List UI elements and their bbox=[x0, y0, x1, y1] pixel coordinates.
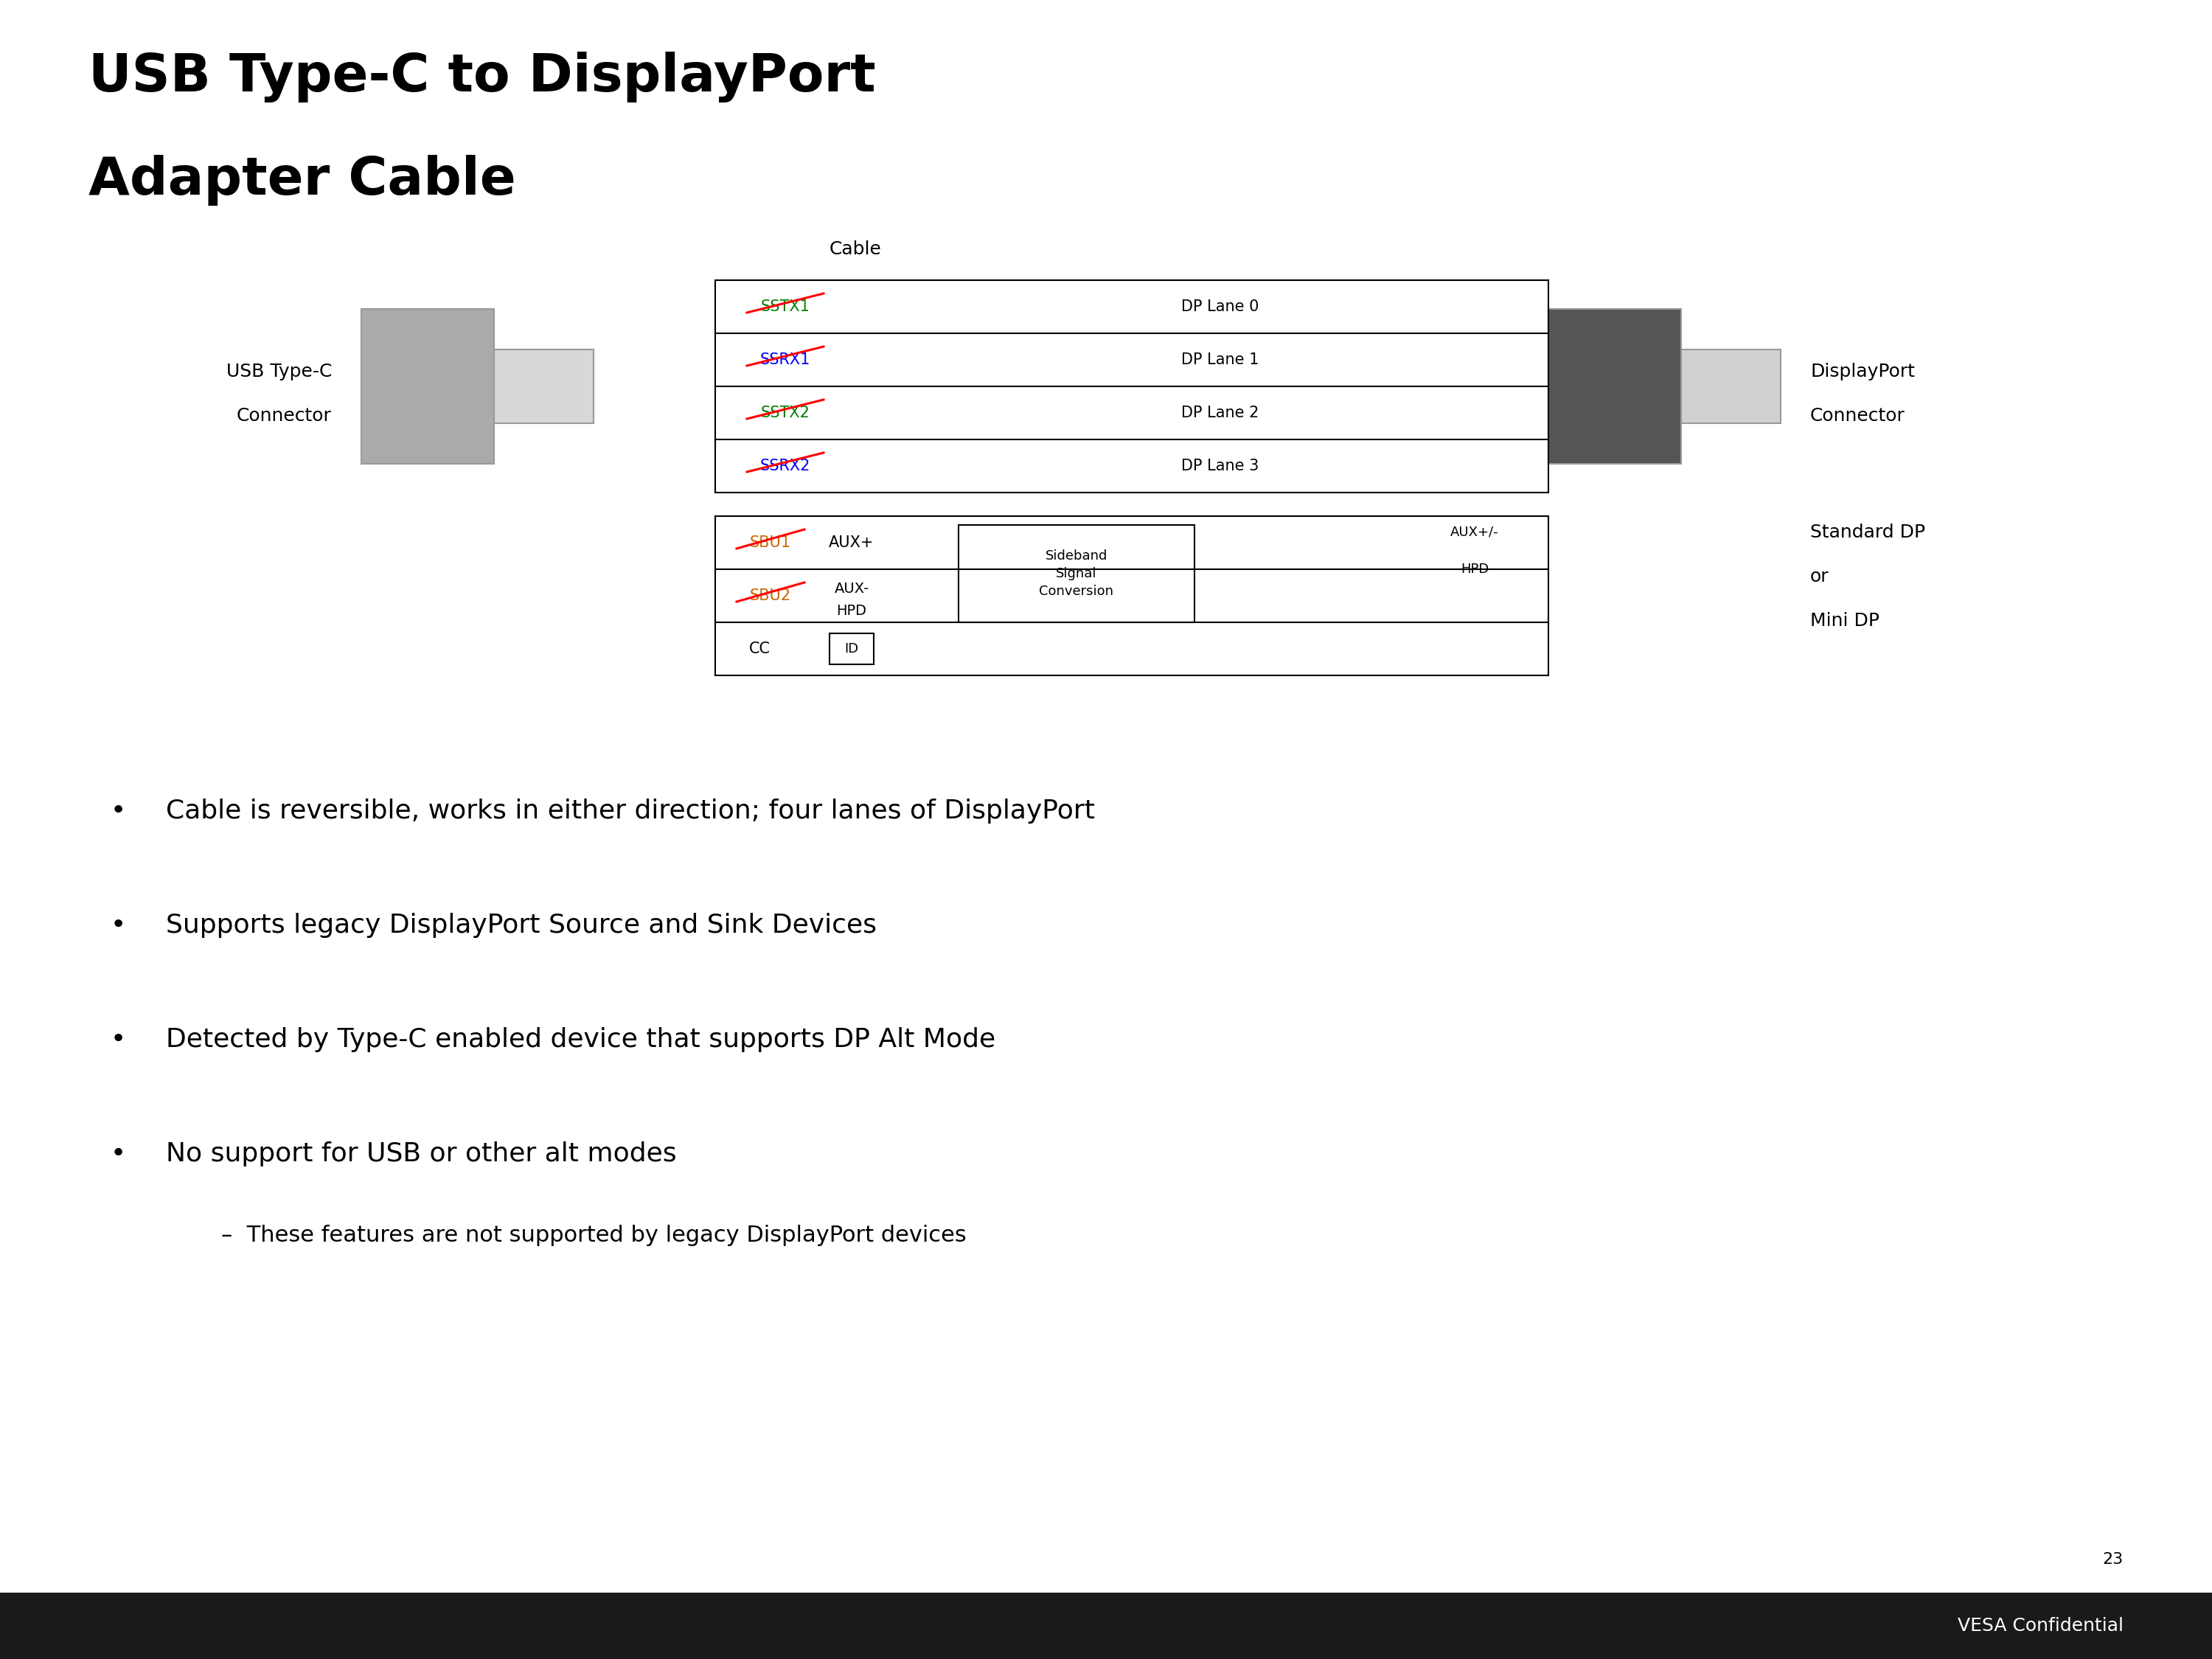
Bar bbox=[958, 524, 1194, 622]
Text: VESA Confidential: VESA Confidential bbox=[1958, 1618, 2124, 1634]
Bar bbox=[830, 634, 874, 664]
Text: •: • bbox=[111, 1141, 126, 1166]
Text: •: • bbox=[111, 798, 126, 823]
Text: AUX+/-: AUX+/- bbox=[1451, 524, 1500, 538]
Text: SSTX2: SSTX2 bbox=[761, 405, 810, 420]
Text: DisplayPort: DisplayPort bbox=[1809, 363, 1916, 380]
Bar bbox=[361, 309, 493, 465]
Text: No support for USB or other alt modes: No support for USB or other alt modes bbox=[166, 1141, 677, 1166]
Text: DP Lane 3: DP Lane 3 bbox=[1181, 458, 1259, 473]
Text: Mini DP: Mini DP bbox=[1809, 612, 1880, 629]
Text: •: • bbox=[111, 1027, 126, 1052]
Text: Connector: Connector bbox=[1809, 406, 1905, 425]
Text: Supports legacy DisplayPort Source and Sink Devices: Supports legacy DisplayPort Source and S… bbox=[166, 912, 876, 937]
Text: HPD: HPD bbox=[1460, 562, 1489, 576]
Text: CC: CC bbox=[748, 642, 770, 657]
Text: –  These features are not supported by legacy DisplayPort devices: – These features are not supported by le… bbox=[221, 1224, 967, 1246]
Text: HPD: HPD bbox=[836, 604, 867, 617]
Text: Detected by Type-C enabled device that supports DP Alt Mode: Detected by Type-C enabled device that s… bbox=[166, 1027, 995, 1052]
Text: DP Lane 2: DP Lane 2 bbox=[1181, 405, 1259, 420]
Text: AUX+: AUX+ bbox=[830, 536, 874, 551]
Bar bbox=[1548, 309, 1681, 465]
Text: Connector: Connector bbox=[237, 406, 332, 425]
Text: ID: ID bbox=[845, 642, 858, 655]
Text: Sideband
Signal
Conversion: Sideband Signal Conversion bbox=[1040, 549, 1113, 597]
Text: USB Type-C to DisplayPort: USB Type-C to DisplayPort bbox=[88, 51, 876, 103]
Text: AUX-: AUX- bbox=[834, 581, 869, 596]
Text: DP Lane 0: DP Lane 0 bbox=[1181, 299, 1259, 314]
Text: Adapter Cable: Adapter Cable bbox=[88, 154, 515, 206]
Bar bbox=[0, 1593, 2212, 1659]
Text: USB Type-C: USB Type-C bbox=[226, 363, 332, 380]
Text: SBU1: SBU1 bbox=[750, 536, 792, 551]
Text: Standard DP: Standard DP bbox=[1809, 523, 1924, 541]
Text: SBU2: SBU2 bbox=[750, 589, 792, 604]
Text: or: or bbox=[1809, 567, 1829, 586]
Bar bbox=[1681, 350, 1781, 423]
Text: Cable is reversible, works in either direction; four lanes of DisplayPort: Cable is reversible, works in either dir… bbox=[166, 798, 1095, 823]
Text: Cable: Cable bbox=[830, 241, 880, 259]
Text: DP Lane 1: DP Lane 1 bbox=[1181, 352, 1259, 367]
Text: •: • bbox=[111, 912, 126, 937]
Text: SSTX1: SSTX1 bbox=[761, 299, 810, 314]
Text: SSRX1: SSRX1 bbox=[761, 352, 810, 367]
Text: SSRX2: SSRX2 bbox=[761, 458, 810, 473]
Bar bbox=[493, 350, 593, 423]
Text: 23: 23 bbox=[2104, 1553, 2124, 1566]
